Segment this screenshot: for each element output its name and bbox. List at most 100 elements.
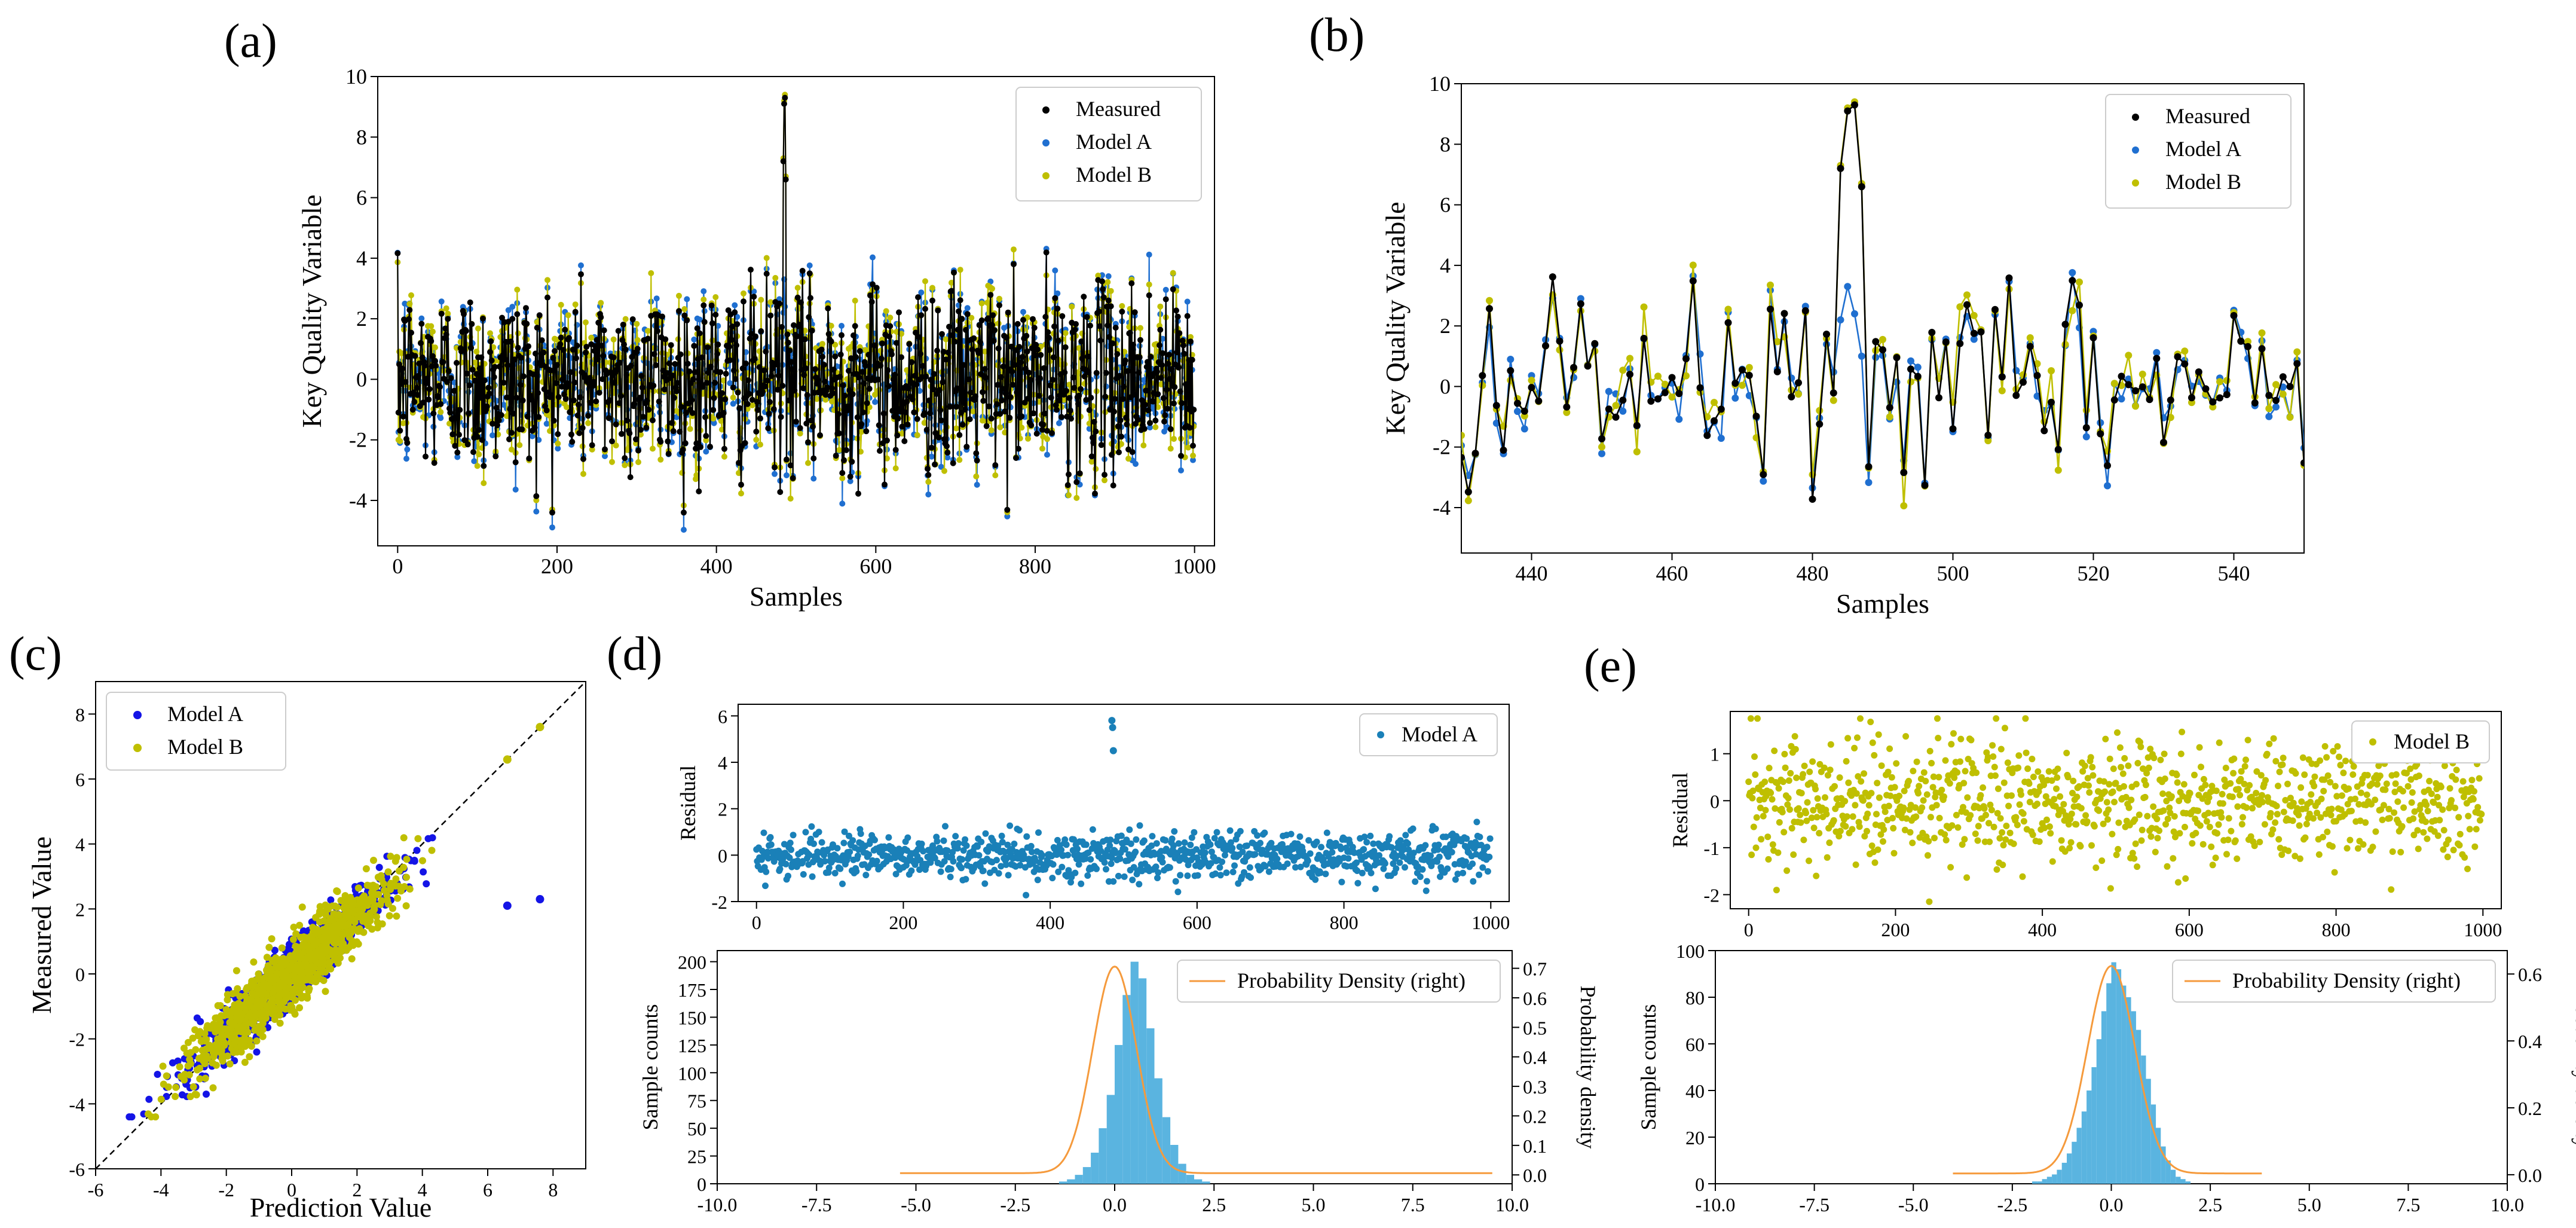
panel-a-measured-point (415, 372, 421, 379)
panel-a-legend-marker (1042, 139, 1050, 146)
panel-b-xtick-label: 460 (1656, 561, 1688, 585)
panel-a-model-b-point (1167, 445, 1174, 452)
panel-a-model-a-point (555, 445, 561, 452)
panel-a-model-a-point (403, 456, 409, 462)
panel-a-measured-point (634, 346, 641, 352)
panel-a-measured-point (878, 355, 885, 362)
panel-a-measured-point (879, 340, 885, 347)
panel-b-model-b-point (1816, 407, 1824, 414)
panel-b-xtick-label: 480 (1797, 561, 1829, 585)
panel-a-measured-point (1136, 369, 1142, 376)
panel-a-measured-point (610, 354, 617, 361)
panel-a-measured-point (1118, 433, 1124, 440)
panel-a-model-a-point (974, 481, 980, 488)
panel-a-measured-point (633, 436, 639, 442)
panel-b-measured-point (1486, 305, 1493, 313)
panel-a-measured-point (526, 455, 533, 462)
panel-a-measured-point (635, 447, 641, 454)
panel-a-measured-point (1052, 295, 1058, 301)
panel-b-model-a-point (1598, 450, 1605, 457)
panel-a-measured-point (944, 450, 951, 456)
panel-a-model-a-point (1162, 286, 1169, 293)
panel-a-measured-point (1168, 366, 1174, 372)
panel-a-ytick-label: 10 (345, 65, 367, 88)
panel-a-measured-point (555, 431, 561, 438)
panel-a-measured-point (395, 410, 402, 416)
panel-a-measured-point (797, 425, 803, 431)
panel-a-model-a-point (489, 432, 495, 439)
panel-a-measured-point (1184, 313, 1191, 319)
panel-a-ytick-label: -2 (349, 428, 367, 452)
panel-b-model-b-point (2279, 390, 2287, 398)
panel-b-measured-point (2293, 360, 2301, 368)
panel-a-model-b-point (1152, 424, 1159, 430)
panel-a-measured-point (672, 361, 678, 367)
panel-a-measured-point (1014, 389, 1020, 395)
panel-a-measured-point (761, 367, 767, 374)
panel-a-measured-point (961, 400, 968, 407)
panel-a-measured-point (767, 399, 773, 405)
panel-b-measured-point (2153, 355, 2161, 362)
panel-a-measured-point (1059, 313, 1066, 319)
panel-a-measured-point (404, 439, 411, 446)
panel-a-measured-point (418, 340, 424, 346)
panel-a-model-b-point (1119, 303, 1125, 309)
panel-a-measured-point (892, 371, 898, 378)
panel-a-model-a-point (1133, 461, 1139, 467)
panel-a-measured-point (937, 407, 944, 414)
panel-a-measured-point (464, 441, 471, 448)
panel-b-measured-point (2040, 427, 2048, 435)
panel-a-measured-point (734, 321, 741, 328)
panel-a-measured-point (504, 394, 510, 401)
panel-a-measured-point (629, 316, 636, 322)
panel-a-measured-point (1002, 408, 1008, 415)
panel-a-measured-point (665, 438, 671, 445)
panel-a-model-b-point (957, 267, 963, 273)
panel-a-measured-point (966, 376, 972, 383)
panel-b-measured-point (1711, 417, 1718, 424)
panel-b-line-chart: 440 460 480 500 520 540-4-20246810SamplesKey … (1380, 72, 2305, 619)
panel-c-model-a-point (413, 847, 421, 854)
panel-a-measured-point (882, 481, 888, 488)
panel-a-measured-point (640, 414, 646, 420)
panel-a-measured-point (497, 363, 503, 370)
panel-a-measured-point (578, 271, 584, 277)
panel-a-measured-point (580, 456, 586, 462)
panel-a-measured-point (550, 417, 557, 424)
panel-a-measured-point (727, 357, 733, 363)
panel-b-measured-point (1520, 407, 1528, 415)
panel-a-measured-point (828, 338, 834, 345)
panel-a-model-b-point (622, 462, 628, 469)
panel-b-measured-point (1619, 396, 1627, 404)
panel-a-model-b-point (956, 457, 963, 463)
panel-a-measured-point (681, 509, 687, 516)
panel-a-measured-point (880, 410, 887, 417)
panel-a-measured-point (850, 332, 856, 338)
panel-a-measured-point (909, 396, 916, 402)
panel-a-measured-point (1030, 316, 1036, 322)
panel-a-model-b-point (988, 427, 995, 433)
panel-a-measured-point (932, 461, 938, 468)
panel-a-measured-point (515, 344, 521, 351)
panel-b-model-b-point (2061, 341, 2069, 349)
panel-a-measured-point (972, 393, 978, 399)
panel-a-measured-point (928, 377, 934, 383)
panel-b-measured-point (2174, 353, 2182, 361)
panel-b-measured-point (1570, 363, 1577, 371)
panel-a-measured-point (722, 396, 729, 402)
panel-a-measured-point (696, 330, 703, 337)
panel-a-measured-point (467, 299, 473, 306)
panel-a-model-a-point (847, 478, 853, 484)
panel-a-model-b-point (1108, 288, 1114, 294)
panel-a-measured-point (451, 387, 457, 394)
panel-a-measured-point (860, 409, 866, 416)
panel-b-model-b-point (2125, 352, 2133, 359)
panel-b-model-a-point (2265, 413, 2273, 420)
panel-c-model-b-point (232, 967, 240, 975)
panel-a-measured-point (754, 399, 760, 405)
panel-b-measured-point (2181, 360, 2189, 368)
panel-a-measured-point (682, 440, 689, 447)
panel-a-measured-point (829, 385, 835, 392)
panel-a-measured-point (1102, 472, 1108, 478)
panel-a-measured-point (983, 374, 989, 381)
